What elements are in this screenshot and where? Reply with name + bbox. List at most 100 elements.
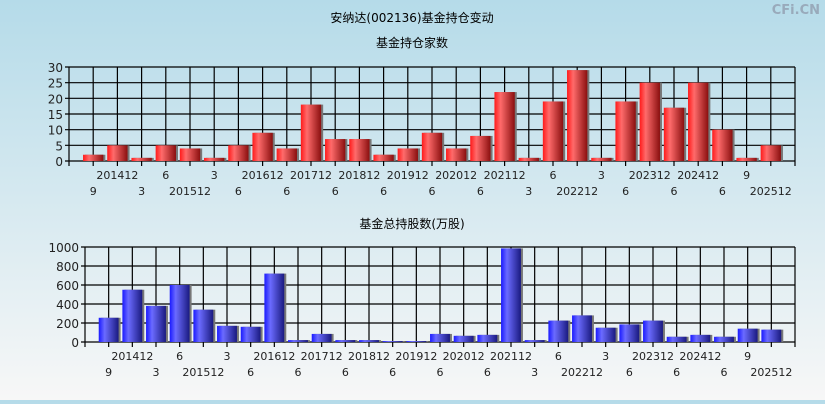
bottom-x-tick-label: 3 bbox=[602, 350, 609, 363]
top-x-tick-label: 6 bbox=[332, 185, 339, 198]
top-bar bbox=[325, 139, 346, 161]
bottom-x-tick-label: 6 bbox=[389, 366, 396, 379]
top-bar bbox=[373, 154, 394, 161]
bottom-bar bbox=[666, 336, 687, 342]
bottom-x-tick-label: 3 bbox=[531, 366, 538, 379]
bottom-bar bbox=[643, 320, 663, 342]
top-bar bbox=[155, 145, 176, 161]
bottom-x-tick-label: 6 bbox=[295, 366, 302, 379]
top-y-tick-label: 30 bbox=[48, 61, 63, 75]
bottom-x-tick-label: 9 bbox=[744, 350, 751, 363]
bottom-bar bbox=[335, 340, 356, 342]
top-x-tick-label: 201912 bbox=[387, 169, 429, 182]
top-x-tick-label: 201412 bbox=[96, 169, 138, 182]
top-x-tick-label: 6 bbox=[235, 185, 242, 198]
top-bar bbox=[736, 157, 757, 161]
top-bar bbox=[567, 70, 588, 161]
bottom-y-tick-label: 800 bbox=[56, 260, 79, 274]
top-x-tick-label: 201812 bbox=[338, 169, 380, 182]
bottom-bar bbox=[430, 333, 450, 342]
top-x-tick-label: 6 bbox=[719, 185, 726, 198]
bottom-x-tick-label: 6 bbox=[721, 366, 728, 379]
top-y-tick-label: 0 bbox=[55, 155, 63, 169]
top-x-tick-label: 3 bbox=[598, 169, 605, 182]
bottom-x-tick-label: 6 bbox=[247, 366, 254, 379]
bottom-bar bbox=[359, 340, 379, 342]
bottom-bar bbox=[477, 334, 498, 342]
top-x-tick-label: 3 bbox=[138, 185, 145, 198]
bottom-x-tick-label: 6 bbox=[484, 366, 491, 379]
bottom-x-tick-label: 202312 bbox=[632, 350, 674, 363]
bottom-bar bbox=[548, 320, 569, 342]
top-bar bbox=[179, 148, 201, 161]
top-x-tick-label: 6 bbox=[671, 185, 678, 198]
top-bar bbox=[397, 148, 418, 161]
top-y-tick-label: 10 bbox=[48, 124, 63, 138]
bottom-x-tick-label: 202212 bbox=[561, 366, 603, 379]
main-title: 安纳达(002136)基金持仓变动 bbox=[330, 10, 493, 25]
top-x-tick-label: 6 bbox=[283, 185, 290, 198]
top-bar bbox=[446, 148, 467, 161]
top-bar bbox=[83, 154, 104, 161]
bottom-bar bbox=[311, 333, 332, 342]
top-y-tick-label: 20 bbox=[48, 92, 63, 106]
top-bar bbox=[518, 157, 539, 161]
bottom-x-tick-label: 202512 bbox=[750, 366, 792, 379]
top-x-tick-label: 201712 bbox=[290, 169, 332, 182]
top-bar bbox=[663, 107, 685, 161]
bottom-x-tick-label: 202412 bbox=[679, 350, 721, 363]
bottom-x-tick-label: 3 bbox=[153, 366, 160, 379]
top-bar bbox=[228, 145, 249, 161]
bottom-x-tick-label: 201712 bbox=[301, 350, 343, 363]
bottom-bar bbox=[169, 285, 190, 342]
bottom-bar bbox=[761, 329, 782, 342]
bottom-bar bbox=[240, 326, 261, 342]
top-x-tick-label: 9 bbox=[743, 169, 750, 182]
bottom-x-tick-label: 6 bbox=[342, 366, 349, 379]
top-y-tick-label: 5 bbox=[55, 139, 63, 153]
bottom-y-tick-label: 0 bbox=[71, 336, 79, 350]
bottom-bar bbox=[737, 328, 758, 342]
top-x-tick-label: 202212 bbox=[556, 185, 598, 198]
bottom-x-tick-label: 3 bbox=[224, 350, 231, 363]
bottom-x-tick-label: 6 bbox=[626, 366, 633, 379]
bottom-bar bbox=[524, 340, 545, 342]
top-bar bbox=[591, 157, 612, 161]
top-x-tick-label: 201612 bbox=[242, 169, 284, 182]
bottom-bar bbox=[264, 273, 285, 342]
bottom-x-tick-label: 6 bbox=[437, 366, 444, 379]
bottom-x-tick-label: 202012 bbox=[443, 350, 485, 363]
bottom-bar bbox=[690, 334, 711, 342]
top-chart-title: 基金持仓家数 bbox=[376, 35, 448, 50]
top-x-tick-label: 9 bbox=[90, 185, 97, 198]
bottom-bar bbox=[572, 315, 592, 342]
top-x-tick-label: 202412 bbox=[677, 169, 719, 182]
bottom-y-tick-label: 400 bbox=[56, 298, 79, 312]
bottom-x-tick-label: 201612 bbox=[253, 350, 295, 363]
bottom-x-tick-label: 6 bbox=[673, 366, 680, 379]
bottom-bar bbox=[595, 327, 616, 342]
top-bar bbox=[712, 129, 733, 161]
bottom-bar bbox=[288, 340, 308, 342]
bottom-x-tick-label: 6 bbox=[176, 350, 183, 363]
top-y-tick-label: 15 bbox=[48, 108, 63, 122]
top-bar bbox=[349, 139, 370, 161]
bottom-x-tick-label: 6 bbox=[555, 350, 562, 363]
top-x-tick-label: 6 bbox=[477, 185, 484, 198]
bottom-bar bbox=[146, 305, 166, 342]
bottom-y-tick-label: 200 bbox=[56, 317, 79, 331]
top-x-tick-label: 3 bbox=[525, 185, 532, 198]
bottom-x-tick-label: 9 bbox=[105, 366, 112, 379]
top-bar bbox=[276, 148, 297, 161]
bottom-x-tick-label: 201412 bbox=[111, 350, 153, 363]
top-bar bbox=[131, 157, 152, 161]
bottom-bar bbox=[714, 336, 734, 342]
bottom-x-tick-label: 201912 bbox=[395, 350, 437, 363]
top-bar bbox=[204, 157, 225, 161]
top-x-tick-label: 202312 bbox=[629, 169, 671, 182]
top-x-tick-label: 6 bbox=[380, 185, 387, 198]
bottom-x-tick-label: 201512 bbox=[182, 366, 224, 379]
top-x-tick-label: 3 bbox=[211, 169, 218, 182]
bottom-x-tick-label: 202112 bbox=[490, 350, 532, 363]
top-x-tick-label: 6 bbox=[162, 169, 169, 182]
